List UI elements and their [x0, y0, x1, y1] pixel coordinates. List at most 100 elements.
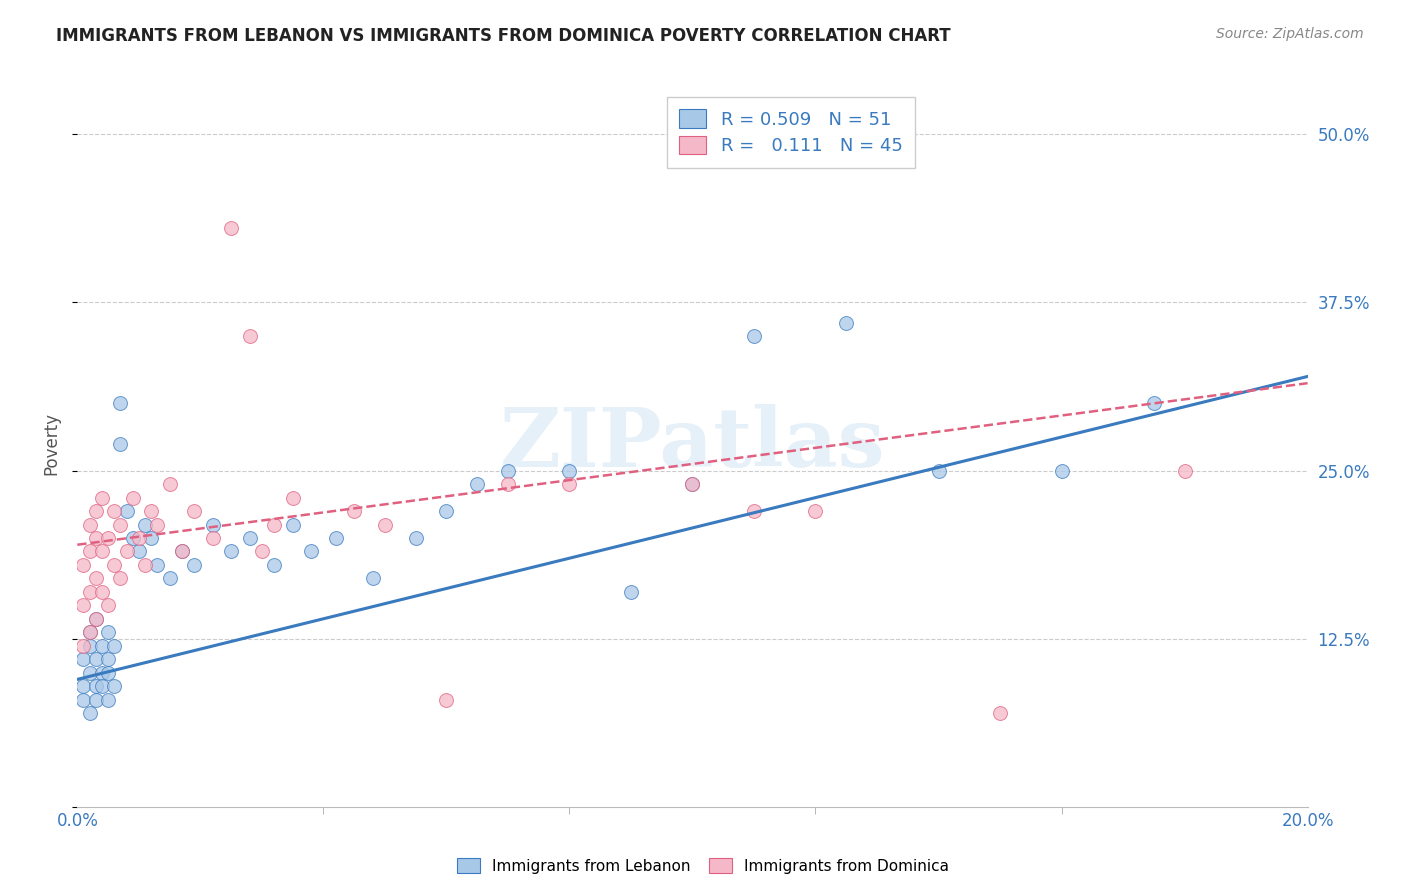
Point — [804, 504, 827, 518]
Point — [90, 544, 114, 558]
Point — [90, 639, 114, 653]
Text: IMMIGRANTS FROM LEBANON VS IMMIGRANTS FROM DOMINICA POVERTY CORRELATION CHART: IMMIGRANTS FROM LEBANON VS IMMIGRANTS FR… — [56, 27, 950, 45]
Point — [159, 571, 181, 585]
Point — [682, 477, 704, 491]
Point — [201, 517, 224, 532]
Point — [72, 558, 94, 572]
Point — [281, 517, 304, 532]
Point — [465, 477, 488, 491]
Point — [97, 692, 120, 706]
Point — [79, 639, 101, 653]
Text: Source: ZipAtlas.com: Source: ZipAtlas.com — [1216, 27, 1364, 41]
Point — [84, 692, 107, 706]
Point — [281, 491, 304, 505]
Point — [79, 706, 101, 720]
Point — [128, 531, 150, 545]
Point — [90, 679, 114, 693]
Point — [110, 437, 132, 451]
Point — [496, 477, 519, 491]
Y-axis label: Poverty: Poverty — [42, 412, 60, 475]
Point — [134, 558, 156, 572]
Point — [84, 531, 107, 545]
Point — [361, 571, 384, 585]
Point — [79, 625, 101, 640]
Point — [115, 544, 138, 558]
Point — [110, 571, 132, 585]
Point — [1174, 464, 1197, 478]
Point — [97, 625, 120, 640]
Point — [682, 477, 704, 491]
Point — [84, 612, 107, 626]
Point — [103, 639, 125, 653]
Legend: Immigrants from Lebanon, Immigrants from Dominica: Immigrants from Lebanon, Immigrants from… — [451, 852, 955, 880]
Point — [84, 571, 107, 585]
Point — [103, 558, 125, 572]
Point — [239, 531, 262, 545]
Point — [170, 544, 193, 558]
Point — [201, 531, 224, 545]
Point — [742, 504, 765, 518]
Point — [121, 491, 143, 505]
Point — [110, 517, 132, 532]
Point — [183, 504, 205, 518]
Point — [496, 464, 519, 478]
Point — [97, 652, 120, 666]
Point — [325, 531, 347, 545]
Point — [97, 599, 120, 613]
Point — [79, 517, 101, 532]
Point — [742, 329, 765, 343]
Point — [103, 679, 125, 693]
Point — [1050, 464, 1073, 478]
Point — [79, 585, 101, 599]
Point — [620, 585, 643, 599]
Point — [146, 517, 169, 532]
Point — [263, 517, 285, 532]
Point — [263, 558, 285, 572]
Point — [84, 679, 107, 693]
Legend: R = 0.509   N = 51, R =   0.111   N = 45: R = 0.509 N = 51, R = 0.111 N = 45 — [666, 96, 915, 168]
Point — [84, 652, 107, 666]
Point — [219, 544, 242, 558]
Point — [79, 544, 101, 558]
Point — [250, 544, 273, 558]
Point — [219, 221, 242, 235]
Point — [79, 625, 101, 640]
Point — [115, 504, 138, 518]
Point — [72, 692, 94, 706]
Point — [183, 558, 205, 572]
Point — [170, 544, 193, 558]
Point — [84, 504, 107, 518]
Point — [134, 517, 156, 532]
Point — [239, 329, 262, 343]
Point — [90, 491, 114, 505]
Point — [103, 504, 125, 518]
Point — [374, 517, 396, 532]
Point — [128, 544, 150, 558]
Point — [436, 692, 458, 706]
Point — [343, 504, 366, 518]
Point — [72, 652, 94, 666]
Point — [72, 599, 94, 613]
Point — [141, 504, 163, 518]
Point — [146, 558, 169, 572]
Point — [159, 477, 181, 491]
Point — [97, 531, 120, 545]
Point — [90, 665, 114, 680]
Point — [79, 665, 101, 680]
Point — [1143, 396, 1166, 410]
Point — [110, 396, 132, 410]
Point — [90, 585, 114, 599]
Point — [72, 639, 94, 653]
Point — [141, 531, 163, 545]
Point — [84, 612, 107, 626]
Point — [405, 531, 427, 545]
Point — [835, 316, 858, 330]
Point — [928, 464, 950, 478]
Point — [558, 477, 581, 491]
Point — [988, 706, 1011, 720]
Point — [72, 679, 94, 693]
Text: ZIPatlas: ZIPatlas — [499, 404, 886, 483]
Point — [97, 665, 120, 680]
Point — [299, 544, 322, 558]
Point — [558, 464, 581, 478]
